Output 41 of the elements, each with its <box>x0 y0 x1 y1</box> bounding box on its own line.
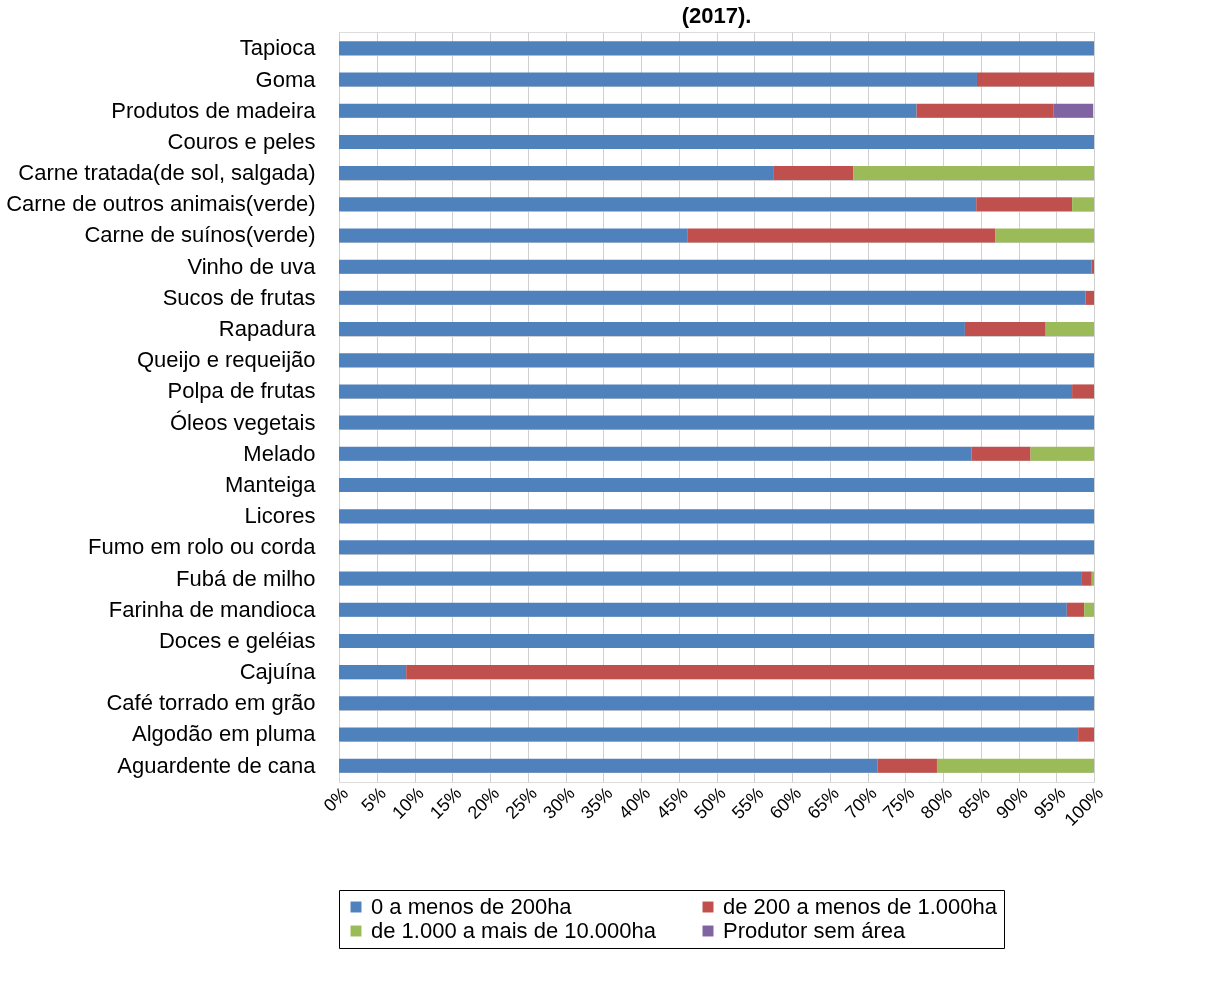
y-tick-label: Fumo em rolo ou corda <box>88 534 317 560</box>
y-tick-label: Goma <box>255 66 317 92</box>
x-tick-label: 60% <box>765 783 806 823</box>
y-tick-label: Carne de outros animais(verde) <box>6 191 316 217</box>
x-tick-label: 70% <box>841 783 881 823</box>
y-tick-label: Polpa de frutas <box>167 378 316 404</box>
x-tick-label: 85% <box>954 783 994 823</box>
legend-label: Produtor sem área <box>723 918 906 943</box>
y-tick-label: Café torrado em grão <box>106 690 316 716</box>
y-tick-label: Rapadura <box>218 316 317 342</box>
x-tick-label: 45% <box>652 783 692 823</box>
y-tick-label: Queijo e requeijão <box>136 347 316 373</box>
x-tick-label: 90% <box>992 783 1032 823</box>
y-tick-label: Melado <box>243 440 316 466</box>
chart-title: (2017). <box>681 3 752 28</box>
y-tick-label: Licores <box>244 503 316 529</box>
x-tick-label: 5% <box>357 783 390 816</box>
y-tick-label: Óleos vegetais <box>169 409 316 435</box>
y-tick-label: Couros e peles <box>167 128 316 154</box>
legend-label: de 200 a menos de 1.000ha <box>723 894 998 919</box>
x-tick-label: 0% <box>319 783 353 816</box>
x-tick-label: 75% <box>878 783 919 823</box>
y-tick-label: Aguardente de cana <box>117 752 317 778</box>
y-tick-label: Vinho de uva <box>187 253 317 279</box>
y-tick-label: Carne de suínos(verde) <box>84 222 316 248</box>
y-tick-label: Algodão em pluma <box>132 721 317 747</box>
legend-label: de 1.000 a mais de 10.000ha <box>371 918 657 943</box>
y-tick-label: Carne tratada(de sol, salgada) <box>18 160 316 186</box>
y-tick-label: Farinha de mandioca <box>108 596 317 622</box>
x-tick-label: 65% <box>803 783 843 823</box>
x-tick-label: 40% <box>614 783 655 823</box>
y-tick-label: Fubá de milho <box>176 565 316 591</box>
y-tick-label: Manteiga <box>224 471 317 497</box>
y-tick-label: Tapioca <box>239 35 317 61</box>
x-tick-label: 30% <box>539 783 579 823</box>
y-tick-label: Sucos de frutas <box>162 284 316 310</box>
y-tick-label: Doces e geléias <box>158 627 316 653</box>
x-tick-label: 80% <box>916 783 957 823</box>
y-tick-label: Produtos de madeira <box>111 97 317 123</box>
y-tick-label: Cajuína <box>239 659 317 685</box>
legend-label: 0 a menos de 200ha <box>371 894 573 919</box>
